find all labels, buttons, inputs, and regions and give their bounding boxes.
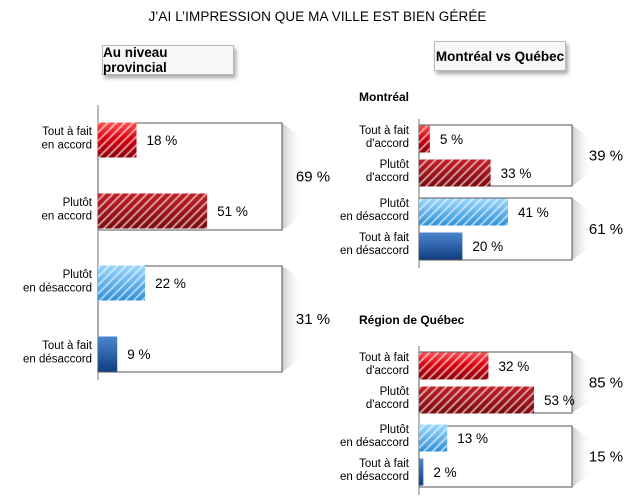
bar-hatch: [98, 193, 208, 229]
total-label: 61 %: [589, 221, 623, 238]
bar-hatch: [419, 125, 430, 153]
category-label: Tout à fait en accord: [41, 126, 92, 152]
category-label: Plutôt en désaccord: [23, 269, 93, 295]
total-box: [418, 124, 573, 187]
category-label: Plutôt en désaccord: [340, 198, 410, 223]
value-label: 2 %: [433, 465, 456, 480]
value-label: 22 %: [155, 276, 186, 291]
total-shade: [572, 125, 592, 186]
total-box: [97, 265, 283, 373]
subtitle-quebec: Région de Québec: [359, 313, 465, 327]
total-box: [97, 122, 283, 231]
total-shade: [572, 198, 592, 260]
bar-hatch: [419, 352, 489, 380]
chart-title: J’AI L’IMPRESSION QUE MA VILLE EST BIEN …: [148, 9, 487, 24]
value-label: 33 %: [501, 166, 532, 181]
total-shade: [282, 123, 302, 230]
category-label: Tout à fait d'accord: [359, 125, 410, 150]
tab-montreal-vs-quebec: Montréal vs Québec: [434, 41, 566, 71]
bar-hatch: [419, 159, 491, 187]
value-label: 5 %: [440, 132, 463, 147]
category-label: Tout à fait en désaccord: [23, 340, 93, 366]
subtitle-montreal: Montréal: [359, 90, 410, 104]
value-label: 32 %: [498, 359, 529, 374]
value-label: 18 %: [147, 133, 178, 148]
bar-hatch: [419, 198, 508, 226]
total-label: 69 %: [296, 169, 330, 186]
total-label: 31 %: [296, 311, 330, 328]
bar-hatch: [98, 265, 146, 301]
total-box: [418, 425, 573, 488]
total-label: 15 %: [589, 449, 623, 466]
total-label: 85 %: [589, 375, 623, 392]
bar: [98, 336, 118, 372]
category-label: Plutôt d'accord: [366, 386, 410, 411]
bar-hatch: [419, 424, 448, 452]
bar: [419, 458, 424, 486]
total-shade: [572, 426, 592, 487]
bar-hatch: [98, 122, 137, 158]
value-label: 41 %: [518, 205, 549, 220]
category-label: Plutôt en accord: [41, 197, 92, 223]
total-shade: [572, 352, 592, 413]
value-label: 13 %: [457, 431, 488, 446]
total-box: [418, 197, 573, 261]
category-label: Tout à fait d'accord: [359, 352, 410, 377]
total-shade: [282, 266, 302, 372]
category-label: Tout à fait en désaccord: [340, 458, 410, 483]
category-label: Tout à fait en désaccord: [340, 232, 410, 257]
category-label: Plutôt en désaccord: [340, 424, 410, 449]
bar: [419, 232, 463, 260]
category-label: Plutôt d'accord: [366, 159, 410, 184]
value-label: 20 %: [472, 239, 503, 254]
value-label: 9 %: [127, 347, 150, 362]
bar-hatch: [419, 386, 535, 414]
value-label: 51 %: [217, 204, 248, 219]
total-label: 39 %: [589, 148, 623, 165]
tab-provincial: Au niveau provincial: [102, 45, 234, 75]
value-label: 53 %: [544, 393, 575, 408]
